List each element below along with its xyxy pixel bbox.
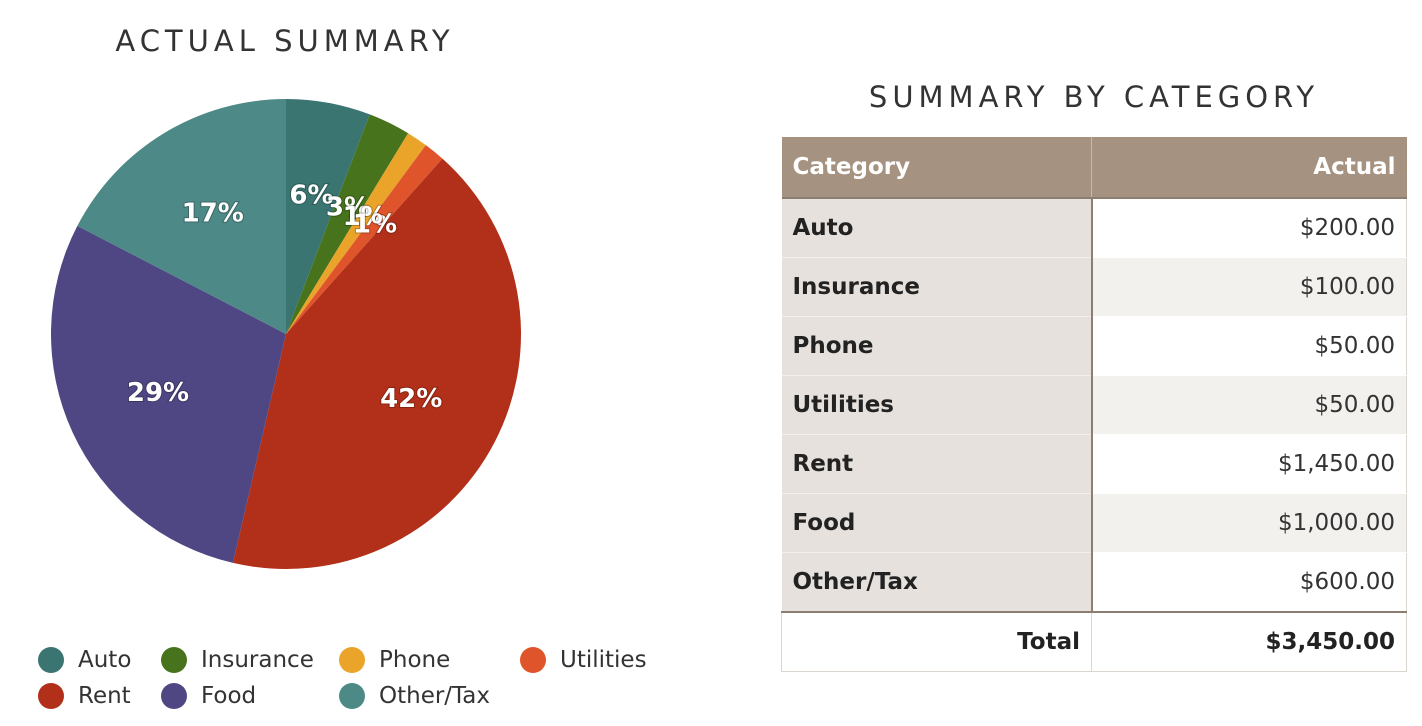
row-category: Rent	[781, 434, 1093, 494]
table-row: Rent $1,450.00	[781, 434, 1407, 494]
pie-label-rent: 42%	[380, 384, 442, 414]
row-actual: $50.00	[1091, 316, 1407, 376]
summary-table: Category Actual Auto $200.00 Insurance $…	[781, 137, 1407, 672]
pie-slice-utilities	[286, 145, 443, 334]
row-actual: $1,000.00	[1091, 493, 1407, 553]
legend-item-rent: Rent	[38, 681, 161, 711]
legend-swatch	[339, 683, 365, 709]
table-header-row: Category Actual	[781, 137, 1407, 198]
legend-swatch	[38, 683, 64, 709]
legend-swatch	[38, 647, 64, 673]
total-label: Total	[781, 611, 1092, 672]
legend-swatch	[161, 683, 187, 709]
row-category: Phone	[781, 316, 1093, 376]
legend-swatch	[339, 647, 365, 673]
pie-label-phone: 1%	[343, 202, 387, 232]
row-category: Other/Tax	[781, 552, 1093, 613]
legend-swatch	[520, 647, 546, 673]
pie-slice-auto	[286, 99, 370, 334]
table-title: SUMMARY BY CATEGORY	[868, 80, 1320, 114]
header-actual: Actual	[1091, 137, 1407, 198]
legend-label: Auto	[78, 647, 132, 673]
table-total-row: Total $3,450.00	[781, 611, 1407, 672]
pie-label-auto: 6%	[289, 180, 333, 210]
row-actual: $1,450.00	[1091, 434, 1407, 494]
legend-item-phone: Phone	[339, 645, 520, 675]
row-category: Food	[781, 493, 1093, 553]
pie-slice-food	[51, 225, 286, 563]
legend-label: Utilities	[560, 647, 647, 673]
pie-slice-rent	[232, 158, 521, 569]
table-row: Utilities $50.00	[781, 375, 1407, 435]
legend-item-utilities: Utilities	[520, 645, 670, 675]
legend-item-other-tax: Other/Tax	[339, 681, 520, 711]
table-row: Food $1,000.00	[781, 493, 1407, 553]
legend-label: Insurance	[201, 647, 314, 673]
table-row: Other/Tax $600.00	[781, 552, 1407, 613]
legend-label: Other/Tax	[379, 683, 491, 709]
row-actual: $600.00	[1091, 552, 1407, 613]
row-actual: $50.00	[1091, 375, 1407, 435]
header-category: Category	[781, 137, 1092, 198]
row-category: Auto	[781, 197, 1093, 258]
pie-chart-title: ACTUAL SUMMARY	[115, 24, 455, 58]
pie-label-insurance: 3%	[326, 192, 370, 222]
row-category: Insurance	[781, 257, 1093, 317]
pie-labels: 6%3%1%1% 42% 29% 17%	[126, 179, 443, 415]
pie-label-utilities: 1%	[353, 210, 397, 240]
legend-item-food: Food	[161, 681, 339, 711]
pie-label-food: 29%	[127, 378, 189, 408]
row-category: Utilities	[781, 375, 1093, 435]
table-row: Insurance $100.00	[781, 257, 1407, 317]
pie-chart: 6%3%1%1% 42% 29% 17%	[51, 98, 521, 569]
pie-slices	[51, 98, 521, 569]
table-row: Phone $50.00	[781, 316, 1407, 376]
legend-label: Phone	[379, 647, 451, 673]
legend-item-insurance: Insurance	[161, 645, 339, 675]
legend-label: Rent	[78, 683, 131, 709]
pie-label-other-tax: 17%	[182, 199, 244, 229]
pie-slice-other-tax	[77, 98, 286, 335]
legend-label: Food	[201, 683, 257, 709]
pie-legend: Auto Insurance Phone Utilities Rent Food Other…	[38, 645, 678, 711]
legend-item-auto: Auto	[38, 645, 161, 675]
pie-slice-phone	[286, 133, 426, 334]
pie-slice-insurance	[286, 114, 409, 334]
table-row: Auto $200.00	[781, 197, 1407, 258]
total-value: $3,450.00	[1091, 611, 1407, 672]
row-actual: $200.00	[1091, 197, 1407, 258]
row-actual: $100.00	[1091, 257, 1407, 317]
legend-swatch	[161, 647, 187, 673]
